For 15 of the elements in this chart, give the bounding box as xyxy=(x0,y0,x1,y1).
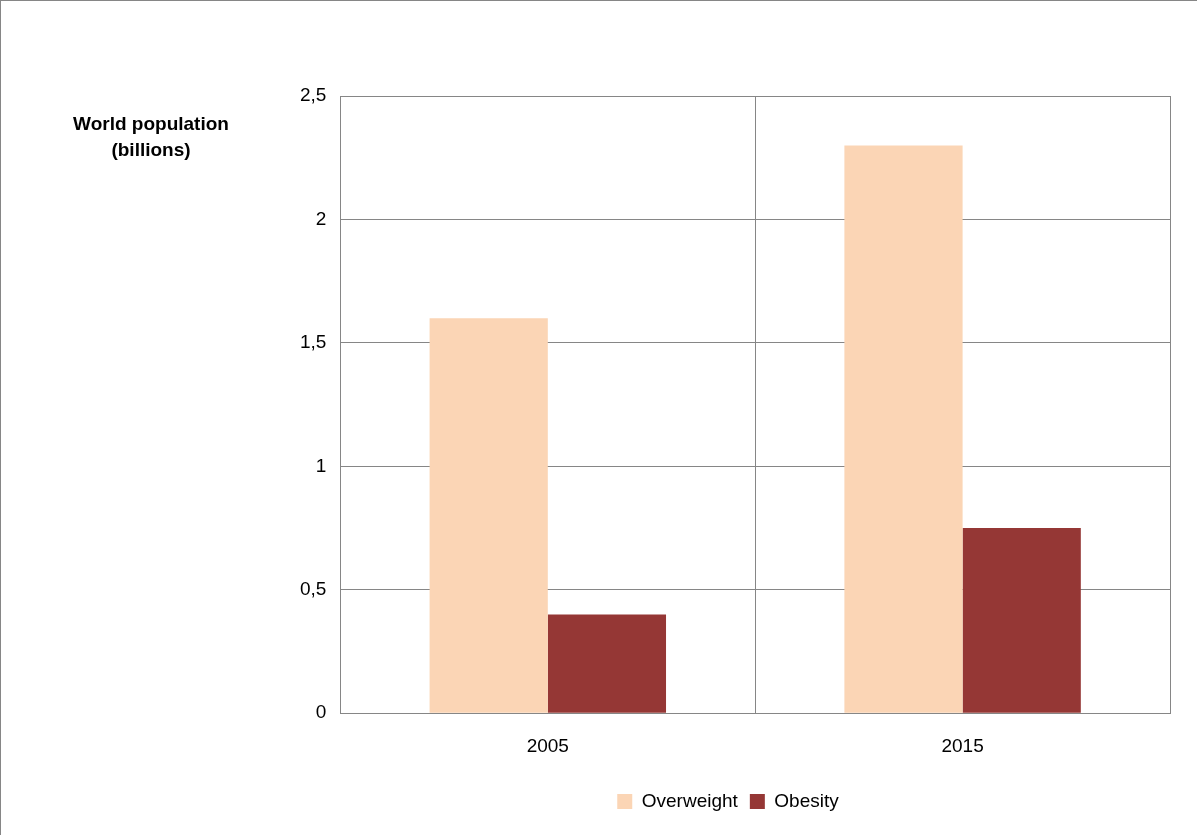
bar xyxy=(547,614,667,713)
bar xyxy=(962,528,1081,713)
x-tick-label: 2015 xyxy=(941,734,984,756)
y-axis-title: World population (billions) xyxy=(72,112,230,162)
bar xyxy=(429,318,548,713)
y-tick-label: 0 xyxy=(315,701,327,723)
y-tick-label: 2,5 xyxy=(299,84,327,106)
y-tick-label: 2 xyxy=(315,207,327,229)
y-tick-label: 0,5 xyxy=(299,577,327,599)
y-tick-label: 1,5 xyxy=(299,331,327,353)
bar xyxy=(844,145,963,713)
y-tick-label: 1 xyxy=(315,454,327,476)
legend-label: Obesity xyxy=(774,789,840,811)
legend-label: Overweight xyxy=(641,789,739,811)
x-tick-label: 2005 xyxy=(526,734,569,756)
